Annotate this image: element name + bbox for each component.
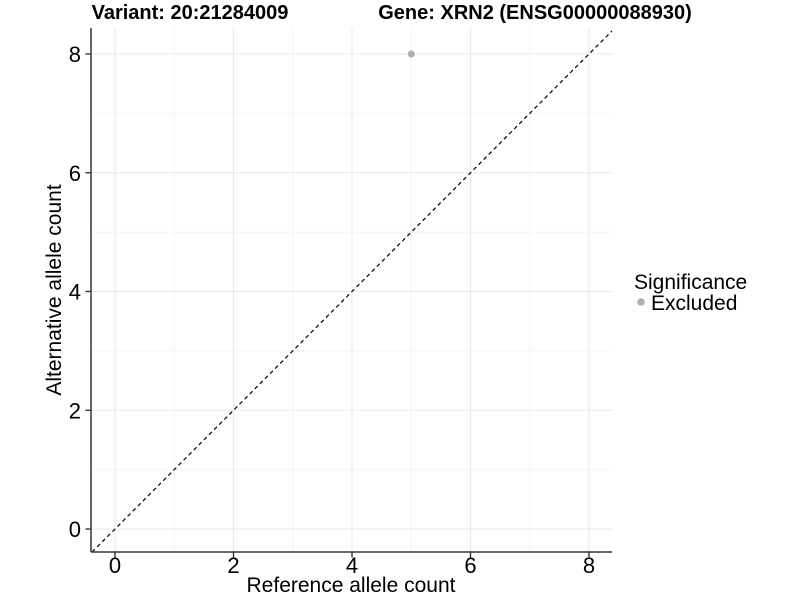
y-axis-title: Alternative allele count bbox=[43, 184, 66, 395]
x-tick-label-0: 0 bbox=[109, 553, 121, 578]
plot-title-gene: Gene: XRN2 (ENSG00000088930) bbox=[378, 2, 692, 24]
data-points bbox=[407, 50, 415, 58]
legend-marker-excluded-icon bbox=[637, 298, 645, 306]
x-tick-label-4: 4 bbox=[346, 553, 358, 578]
y-tick-label-2: 2 bbox=[69, 398, 81, 423]
major-gridlines bbox=[91, 28, 612, 552]
y-tick-label-4: 4 bbox=[69, 280, 81, 305]
x-tick-marks bbox=[114, 552, 590, 558]
x-tick-label-2: 2 bbox=[227, 553, 239, 578]
y-tick-label-8: 8 bbox=[69, 42, 81, 67]
legend-title: Significance bbox=[634, 271, 747, 294]
scatter-point bbox=[407, 50, 415, 58]
plot-title-variant: Variant: 20:21284009 bbox=[92, 2, 289, 24]
y-tick-marks bbox=[85, 53, 91, 530]
x-axis-title: Reference allele count bbox=[247, 574, 456, 597]
legend: Significance Excluded bbox=[634, 271, 747, 315]
legend-item-excluded: Excluded bbox=[651, 292, 737, 315]
identity-line bbox=[91, 30, 613, 553]
y-tick-label-0: 0 bbox=[69, 517, 81, 542]
y-tick-label-6: 6 bbox=[69, 161, 81, 186]
x-tick-label-8: 8 bbox=[583, 553, 595, 578]
x-tick-label-6: 6 bbox=[464, 553, 476, 578]
